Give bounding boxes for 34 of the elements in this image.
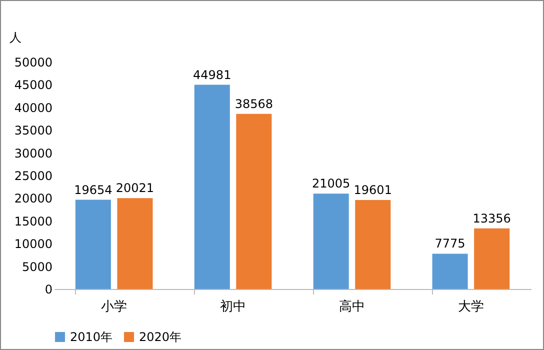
y-tick-label: 25000 [14, 169, 52, 183]
bar [194, 84, 230, 289]
bar [236, 114, 272, 289]
bar [75, 200, 111, 289]
y-tick-label: 35000 [14, 124, 52, 138]
bar [355, 200, 391, 289]
data-label: 44981 [193, 68, 232, 82]
bar [432, 254, 468, 289]
bar [117, 198, 153, 289]
data-label: 19601 [354, 183, 392, 198]
y-tick-label: 15000 [14, 214, 52, 228]
x-tick-label: 高中 [338, 298, 365, 314]
y-tick-label: 50000 [14, 56, 52, 70]
y-tick-label: 10000 [14, 237, 52, 252]
x-tick-label: 大学 [458, 300, 484, 314]
data-label: 38568 [234, 96, 274, 111]
data-label: 19654 [74, 182, 112, 197]
data-label: 20021 [116, 181, 154, 196]
x-tick-label: 小学 [101, 300, 128, 314]
y-axis-title: 人 [10, 30, 22, 44]
x-tick-label: 初中 [220, 300, 246, 314]
y-tick-label: 30000 [14, 146, 52, 160]
bar [474, 228, 510, 289]
legend-label: 2020年 [139, 330, 182, 344]
data-label: 21005 [312, 176, 350, 191]
y-tick-label: 20000 [14, 192, 52, 206]
y-tick-label: 5000 [22, 260, 52, 274]
bar [313, 194, 349, 289]
y-tick-label: 0 [44, 282, 52, 296]
y-tick-label: 45000 [14, 78, 52, 92]
legend-label: 2010年 [70, 330, 113, 344]
y-tick-label: 40000 [14, 100, 52, 115]
data-label: 7775 [434, 236, 466, 251]
data-label: 13356 [472, 211, 511, 226]
